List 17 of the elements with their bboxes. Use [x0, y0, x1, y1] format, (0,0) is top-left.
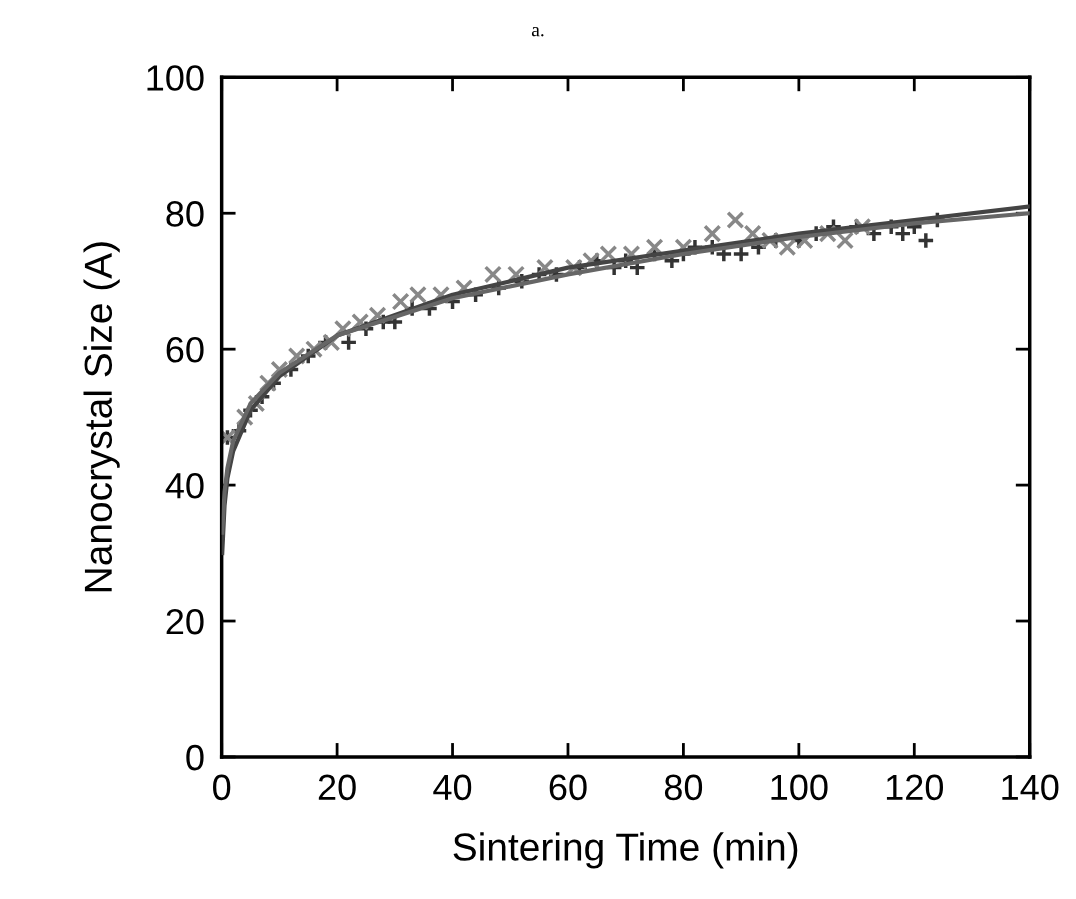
- y-tick-label: 60: [166, 337, 204, 363]
- x-tick-label: 60: [549, 774, 587, 801]
- x-tick-label: 100: [771, 774, 828, 801]
- y-tick-label: 20: [166, 608, 204, 635]
- chart-title: a.: [531, 27, 544, 37]
- y-axis-title: Nanocrystal Size (A): [83, 242, 120, 592]
- y-tick-label: 100: [147, 65, 204, 91]
- x-tick-label: 140: [1002, 774, 1059, 801]
- x-tick-label: 120: [886, 774, 944, 801]
- y-tick-label: 40: [165, 472, 204, 499]
- x-axis-title: Sintering Time (min): [453, 832, 798, 869]
- x-tick-label: 80: [664, 774, 703, 801]
- x-tick-label: 20: [318, 774, 356, 801]
- x-tick-label: 40: [433, 774, 472, 801]
- y-tick-label: 0: [186, 744, 204, 771]
- y-tick-label: 80: [166, 201, 204, 227]
- x-tick-label: 0: [213, 774, 231, 801]
